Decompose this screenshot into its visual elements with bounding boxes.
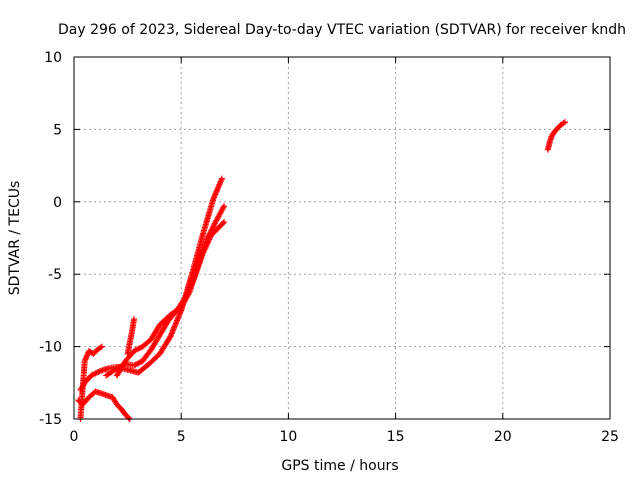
data-point: [561, 119, 568, 126]
x-tick-label: 5: [177, 429, 186, 445]
series-track-f: [124, 316, 138, 357]
grid: [74, 57, 610, 419]
data-point: [221, 219, 228, 226]
series-track-e: [113, 203, 228, 379]
y-tick-label: -15: [39, 412, 62, 428]
x-tick-label: 10: [279, 429, 297, 445]
y-tick-label: -10: [39, 340, 62, 356]
series-track-b: [75, 388, 133, 422]
x-tick-label: 15: [387, 429, 405, 445]
y-tick-label: 5: [53, 122, 62, 138]
y-tick-label: 0: [53, 195, 62, 211]
data-points: [75, 119, 568, 422]
x-tick-label: 20: [494, 429, 512, 445]
data-point: [125, 414, 132, 421]
y-axis-label: SDTVAR / TECUs: [7, 181, 23, 296]
series-track-g: [544, 119, 568, 153]
chart-title: Day 296 of 2023, Sidereal Day-to-day VTE…: [58, 22, 626, 38]
x-tick-label: 25: [601, 429, 619, 445]
plot-frame: [73, 56, 611, 420]
series-track-a: [77, 175, 225, 394]
data-point: [221, 203, 228, 210]
data-point: [220, 220, 227, 227]
data-point: [98, 343, 105, 350]
x-tick-label: 0: [70, 429, 79, 445]
axis-ticks: 0 5 10 15 20 25 -15 -10 -5 0 5 10: [39, 50, 619, 445]
data-point: [218, 175, 225, 182]
data-point: [131, 316, 138, 323]
y-tick-label: -5: [48, 267, 62, 283]
x-axis-label: GPS time / hours: [281, 458, 398, 474]
series-track-c: [77, 343, 105, 422]
y-tick-label: 10: [44, 50, 62, 66]
